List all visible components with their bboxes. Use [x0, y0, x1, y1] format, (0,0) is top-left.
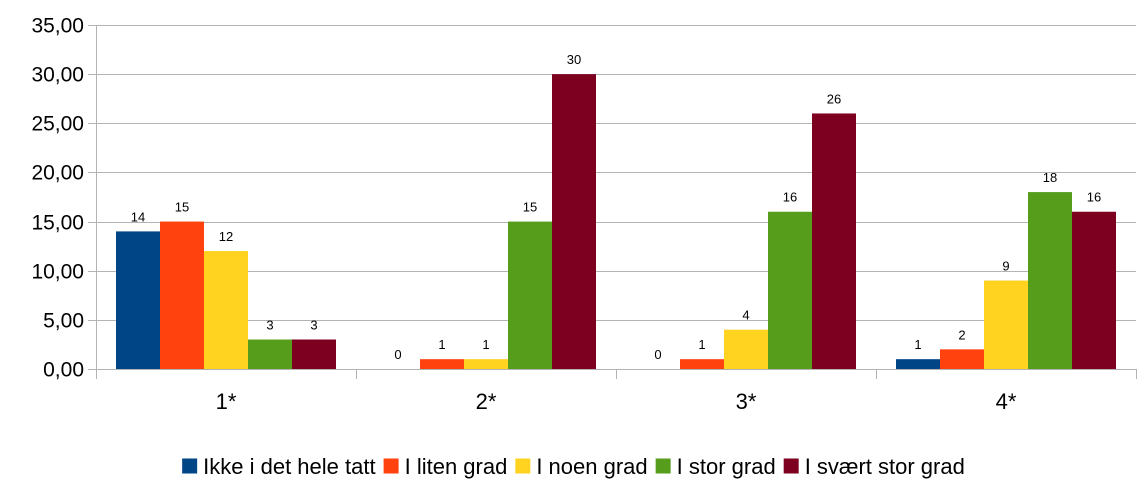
- y-tick-label: 20,00: [31, 162, 84, 185]
- x-tick-label: 4*: [996, 389, 1017, 414]
- legend-label: I svært stor grad: [805, 454, 965, 479]
- y-tick-label: 35,00: [31, 15, 84, 38]
- gridlines: [96, 25, 1136, 370]
- data-label: 14: [131, 209, 145, 224]
- bar: [160, 221, 204, 369]
- bar: [116, 231, 160, 369]
- data-label: 15: [523, 200, 537, 215]
- bar: [552, 74, 596, 370]
- bar: [940, 349, 984, 369]
- data-label: 12: [219, 229, 233, 244]
- data-label: 1: [698, 337, 705, 352]
- data-label: 3: [310, 318, 317, 333]
- legend-label: I noen grad: [536, 454, 647, 479]
- bars: [116, 74, 1116, 370]
- bar: [292, 339, 336, 369]
- y-tick-label: 30,00: [31, 64, 84, 87]
- bar: [204, 251, 248, 369]
- legend-item: I liten grad: [383, 454, 508, 479]
- data-label: 9: [1002, 259, 1009, 274]
- data-label: 1: [482, 337, 489, 352]
- bar: [508, 221, 552, 369]
- data-label: 30: [567, 52, 581, 67]
- data-label: 18: [1043, 170, 1057, 185]
- data-label: 1: [914, 337, 921, 352]
- data-label: 26: [827, 91, 841, 106]
- legend-label: Ikke i det hele tatt: [203, 454, 375, 479]
- legend-swatch: [182, 458, 198, 474]
- legend-label: I stor grad: [677, 454, 776, 479]
- bar: [724, 329, 768, 369]
- data-label: 16: [1087, 190, 1101, 205]
- bar: [248, 339, 292, 369]
- bar: [464, 359, 508, 369]
- bar: [984, 280, 1028, 369]
- legend-label: I liten grad: [405, 454, 508, 479]
- bar: [680, 359, 724, 369]
- data-label: 3: [266, 318, 273, 333]
- legend-item: Ikke i det hele tatt: [182, 454, 376, 479]
- data-label: 4: [742, 308, 749, 323]
- legend-swatch: [655, 458, 671, 474]
- x-tick-label: 2*: [476, 389, 497, 414]
- legend-swatch: [515, 458, 531, 474]
- legend-item: I svært stor grad: [783, 454, 965, 479]
- x-tick-label: 3*: [736, 389, 757, 414]
- legend-swatch: [783, 458, 799, 474]
- data-label: 0: [654, 347, 661, 362]
- legend: Ikke i det hele tatt I liten grad I noen g…: [182, 454, 965, 479]
- y-tick-label: 25,00: [31, 113, 84, 136]
- legend-swatch: [383, 458, 399, 474]
- data-label: 1: [438, 337, 445, 352]
- y-tick-label: 0,00: [43, 359, 84, 382]
- bar: [768, 211, 812, 369]
- y-tick-label: 15,00: [31, 212, 84, 235]
- axes: 0,00 5,00 10,00 15,00 20,00 25,00 30,00 35,00 1*…: [31, 15, 1137, 414]
- bar: [1028, 192, 1072, 369]
- y-tick-label: 10,00: [31, 261, 84, 284]
- data-label: 0: [394, 347, 401, 362]
- x-tick-label: 1*: [216, 389, 237, 414]
- bar: [896, 359, 940, 369]
- bar: [812, 113, 856, 369]
- data-label: 2: [958, 327, 965, 342]
- data-label: 16: [783, 190, 797, 205]
- legend-item: I noen grad: [515, 454, 648, 479]
- data-label: 15: [175, 200, 189, 215]
- bar: [420, 359, 464, 369]
- bar: [1072, 211, 1116, 369]
- legend-item: I stor grad: [655, 454, 776, 479]
- y-tick-label: 5,00: [43, 310, 84, 333]
